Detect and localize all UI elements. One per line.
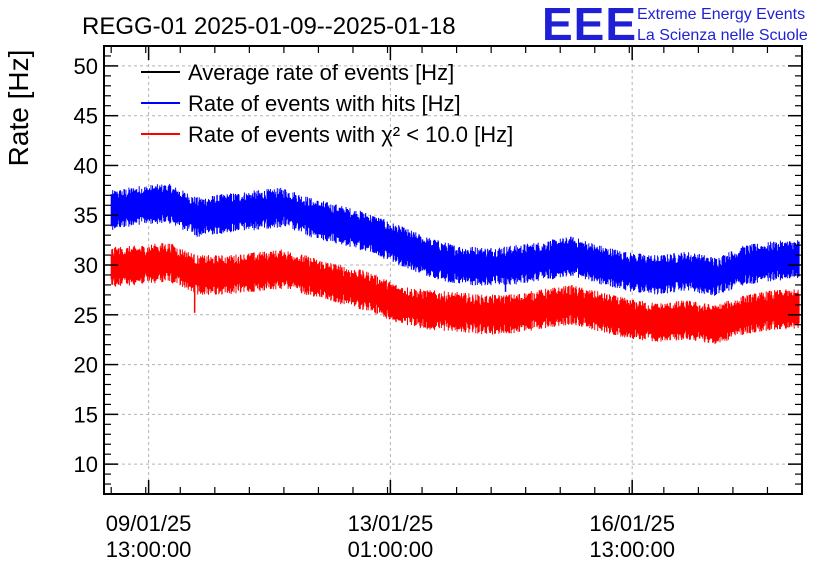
x-tick-date: 09/01/25	[106, 511, 192, 536]
series-2	[110, 243, 800, 344]
x-tick-time: 13:00:00	[106, 537, 192, 562]
y-tick-label: 25	[74, 303, 98, 328]
y-axis-label: Rate [Hz]	[3, 50, 34, 167]
y-tick-label: 40	[74, 153, 98, 178]
logo: EEE Extreme Energy Events La Scienza nel…	[542, 0, 808, 50]
eee-logo-mark: EEE	[542, 0, 637, 50]
x-tick-labels: 09/01/2513:00:0013/01/2501:00:0016/01/25…	[106, 511, 675, 562]
x-tick-date: 13/01/25	[348, 511, 434, 536]
series-1	[110, 183, 800, 296]
x-tick-time: 01:00:00	[348, 537, 434, 562]
chart-title: REGG-01 2025-01-09--2025-01-18	[82, 13, 456, 40]
series-line-2	[110, 243, 800, 344]
series-layer	[110, 183, 800, 344]
y-tick-labels: 10 15 20 25 30 35 40 45 50	[74, 54, 98, 477]
legend-label-average: Average rate of events [Hz]	[188, 60, 454, 85]
y-tick-label: 50	[74, 54, 98, 79]
y-tick-label: 10	[74, 452, 98, 477]
legend: Average rate of events [Hz] Rate of even…	[141, 60, 513, 147]
x-tick-time: 13:00:00	[589, 537, 675, 562]
y-tick-label: 45	[74, 104, 98, 129]
y-tick-label: 15	[74, 402, 98, 427]
y-tick-label: 30	[74, 253, 98, 278]
y-tick-label: 35	[74, 203, 98, 228]
series-line-1	[110, 183, 800, 296]
plot-frame	[103, 45, 803, 495]
legend-label-chi2: Rate of events with χ² < 10.0 [Hz]	[188, 122, 513, 147]
logo-line-2: La Scienza nelle Scuole	[637, 27, 808, 44]
legend-label-hits: Rate of events with hits [Hz]	[188, 91, 461, 116]
axes	[103, 45, 803, 495]
logo-line-1: Extreme Energy Events	[637, 6, 805, 23]
y-tick-label: 20	[74, 353, 98, 378]
x-tick-date: 16/01/25	[589, 511, 675, 536]
